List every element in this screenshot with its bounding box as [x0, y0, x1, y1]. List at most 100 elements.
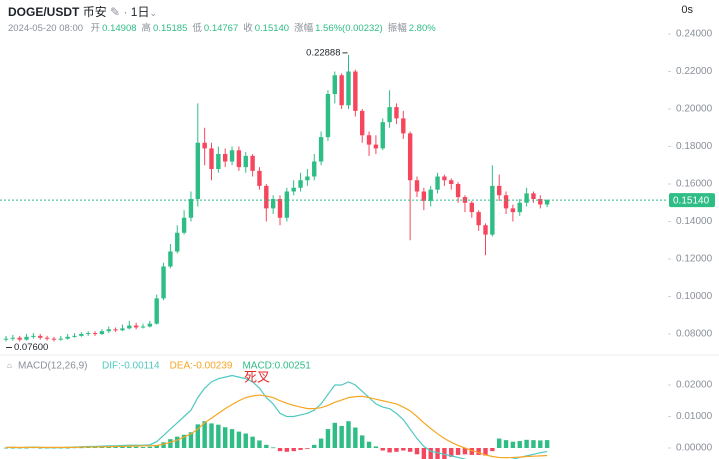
macd-bar	[510, 441, 516, 448]
candle-body	[284, 191, 290, 218]
macd-bar	[455, 448, 461, 455]
candle-body	[3, 338, 9, 340]
settings-icon: ⌂	[7, 361, 12, 370]
macd-bar	[380, 448, 385, 451]
chevron[interactable]: ⌄	[149, 8, 158, 18]
y-tick-label: 0.24000	[676, 29, 713, 40]
macd-bar	[346, 421, 351, 448]
annotation: 死叉	[244, 369, 270, 384]
candle-body	[270, 199, 276, 209]
y-tick-label: 0.02000	[676, 380, 713, 391]
candle-body	[181, 217, 187, 233]
candle-body	[503, 195, 509, 209]
macd-bar	[325, 429, 331, 448]
macd-bar	[428, 448, 433, 459]
macd-bar	[332, 422, 337, 448]
candle-body	[72, 335, 77, 337]
last-price-box	[669, 193, 715, 208]
macd-bar	[414, 448, 420, 455]
macd-bar	[243, 433, 248, 448]
y-tick-label: 0.22000	[676, 66, 713, 77]
macd-bar	[312, 444, 317, 448]
candle-body	[147, 323, 153, 327]
interval[interactable]: 1日	[130, 5, 150, 19]
candle-body	[120, 328, 125, 331]
y-tick-label: 0.01000	[676, 411, 713, 422]
y-tick-label: 0.16000	[676, 179, 713, 190]
macd-bar	[490, 448, 495, 452]
macd-bar	[524, 439, 529, 448]
macd-line	[6, 374, 548, 459]
candle-body	[216, 154, 221, 169]
y-tick-label: 0.20000	[676, 104, 713, 115]
candle-body	[99, 331, 105, 334]
macd-bar	[544, 440, 550, 448]
macd-bar	[216, 424, 221, 448]
macd-bar	[209, 423, 214, 448]
edit-icon[interactable]: ✎	[110, 5, 121, 19]
stat-label: 振幅	[387, 23, 407, 34]
pair[interactable]: DOGE/USDT	[8, 5, 80, 19]
macd-bar	[24, 447, 29, 449]
stat-label: 开	[90, 23, 101, 34]
candle-body	[236, 150, 242, 168]
macd-bar	[133, 446, 139, 448]
macd-bar	[531, 440, 536, 448]
candle-body	[113, 329, 118, 331]
candle-body	[373, 144, 379, 149]
macd-bar	[435, 448, 440, 459]
candle-body	[414, 180, 420, 192]
stat-value: 1.56%(0.00232)	[315, 23, 383, 34]
candle-body	[483, 225, 488, 235]
candle-body	[469, 202, 474, 213]
header-row: DOGE/USDT 币安 ✎ · 1日⌄	[8, 5, 158, 19]
candle-body	[490, 185, 495, 235]
macd-line	[6, 394, 548, 459]
macd-bar	[147, 446, 153, 448]
candle-body	[17, 337, 22, 340]
candle-body	[476, 212, 481, 226]
macd-bar	[291, 448, 296, 452]
candle-body	[175, 232, 180, 252]
macd-bar	[318, 438, 324, 448]
candle-body	[497, 185, 502, 196]
candle-body	[407, 133, 413, 181]
candle-body	[229, 150, 235, 162]
macd-bar	[394, 448, 399, 452]
macd-bar	[264, 444, 269, 448]
macd-bar	[284, 448, 290, 452]
macd-bar	[421, 448, 427, 459]
candle-body	[223, 154, 228, 162]
macd-bar	[353, 427, 358, 448]
macd-bar	[517, 441, 522, 448]
macd-bar	[140, 447, 146, 448]
macd-title: MACD(12,26,9)	[18, 361, 87, 372]
y-tick-label: 0.14000	[676, 216, 713, 227]
timer: 0s	[681, 4, 693, 16]
candle-body	[38, 335, 43, 338]
macd-bar	[65, 447, 70, 449]
macd-bar	[257, 440, 262, 448]
candle-body	[449, 180, 454, 184]
candle-body	[58, 338, 63, 340]
exchange: 币安	[82, 5, 107, 19]
last-price-label: 0.15140	[673, 195, 710, 206]
candle-body	[209, 148, 214, 169]
y-tick-label: 0.10000	[676, 291, 713, 302]
candle-body	[360, 110, 365, 136]
stat-value: 0.14908	[102, 23, 137, 34]
candle-body	[92, 333, 98, 335]
macd-bar	[305, 448, 310, 449]
candle-body	[401, 118, 406, 134]
macd-bar	[483, 448, 488, 456]
candle-body	[387, 107, 392, 123]
macd-bar	[168, 439, 173, 448]
candle-body	[318, 137, 324, 162]
macd-bar	[250, 436, 255, 448]
candle-body	[250, 155, 255, 171]
macd-bar	[277, 448, 283, 452]
candle-body	[154, 298, 159, 324]
macd-bar	[449, 448, 454, 457]
candle-body	[10, 337, 16, 339]
